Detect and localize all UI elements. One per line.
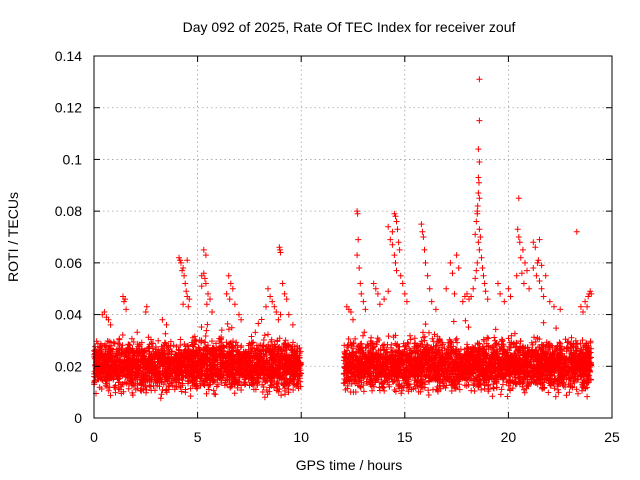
data-point xyxy=(198,324,205,330)
data-point xyxy=(130,339,137,345)
data-point xyxy=(255,320,262,327)
data-point xyxy=(250,339,257,346)
data-point xyxy=(204,321,211,328)
data-point xyxy=(264,391,271,398)
data-point xyxy=(223,339,230,346)
data-point xyxy=(194,384,201,391)
data-point xyxy=(162,330,169,337)
data-point xyxy=(281,340,288,347)
data-point xyxy=(191,341,197,348)
chart-title: Day 092 of 2025, Rate Of TEC Index for r… xyxy=(183,19,516,35)
data-point xyxy=(167,338,174,345)
data-point xyxy=(150,340,156,347)
data-point xyxy=(116,386,123,393)
data-point xyxy=(218,327,225,334)
data-point xyxy=(261,394,268,401)
data-point xyxy=(262,378,269,385)
data-point xyxy=(105,387,112,394)
data-point xyxy=(260,337,267,343)
data-point xyxy=(175,379,182,386)
data-point xyxy=(252,386,259,393)
data-point xyxy=(282,337,289,344)
data-point xyxy=(252,329,259,336)
data-point xyxy=(166,383,173,390)
data-point xyxy=(224,320,231,327)
data-point xyxy=(112,389,119,396)
data-point xyxy=(182,389,189,396)
data-point xyxy=(178,388,185,395)
data-point xyxy=(119,332,126,338)
data-points xyxy=(91,76,595,402)
data-point xyxy=(240,373,247,380)
data-point xyxy=(128,335,135,342)
data-point xyxy=(290,387,297,393)
data-point xyxy=(231,390,238,397)
data-point xyxy=(125,341,132,348)
data-point xyxy=(152,387,158,394)
data-point xyxy=(119,342,126,349)
data-point xyxy=(155,337,162,344)
data-point xyxy=(94,340,101,347)
data-point xyxy=(242,381,249,387)
data-point xyxy=(218,380,225,386)
